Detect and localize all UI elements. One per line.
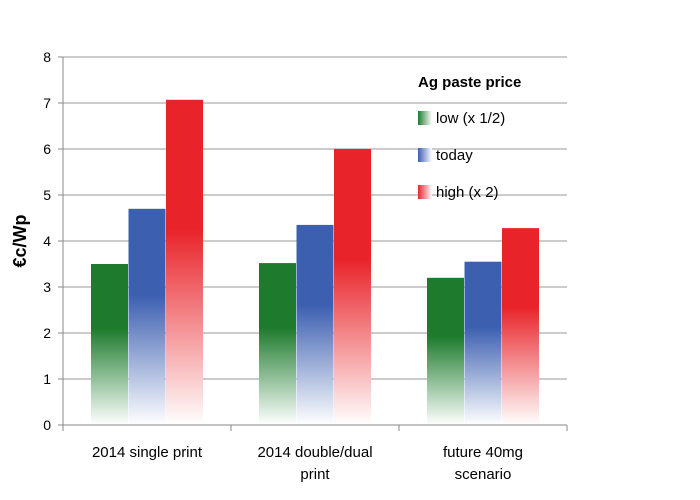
bar-today [296, 224, 334, 425]
label-layer: 0 1 2 3 4 5 6 7 8 2014 single print 2014 double/du… [43, 49, 523, 483]
bar-high [334, 149, 371, 425]
legend-title: Ag paste price [418, 74, 521, 91]
y-axis-title: €c/Wp [10, 214, 30, 267]
y-tick-label: 6 [43, 141, 51, 157]
bar-low [427, 277, 464, 425]
legend-swatch [418, 148, 432, 162]
x-category-label: 2014 double/dual [257, 444, 372, 461]
x-category-label: 2014 single print [92, 444, 203, 461]
bar-low [91, 264, 128, 425]
x-category-label: future 40mg [443, 444, 523, 461]
legend: Ag paste price low (x 1/2) today high (x 2) [418, 74, 521, 201]
y-tick-label: 8 [43, 49, 51, 65]
y-tick-label: 7 [43, 95, 51, 111]
x-category-label: print [300, 466, 330, 483]
y-tick-label: 3 [43, 279, 51, 295]
bar-today [464, 261, 502, 425]
y-tick-label: 1 [43, 371, 51, 387]
legend-label: high (x 2) [436, 184, 499, 201]
x-category-label: scenario [455, 466, 512, 483]
y-tick-label: 5 [43, 187, 51, 203]
legend-label: low (x 1/2) [436, 110, 505, 127]
axis-layer [58, 56, 568, 431]
legend-swatch [418, 111, 432, 125]
legend-swatch [418, 185, 432, 199]
legend-label: today [436, 147, 473, 164]
y-tick-label: 2 [43, 325, 51, 341]
bar-high [166, 99, 203, 425]
bar-high [502, 228, 539, 425]
y-tick-label: 4 [43, 233, 51, 249]
bar-layer [91, 99, 539, 425]
bar-low [259, 263, 296, 425]
y-tick-label: 0 [43, 417, 51, 433]
bar-today [128, 208, 166, 425]
